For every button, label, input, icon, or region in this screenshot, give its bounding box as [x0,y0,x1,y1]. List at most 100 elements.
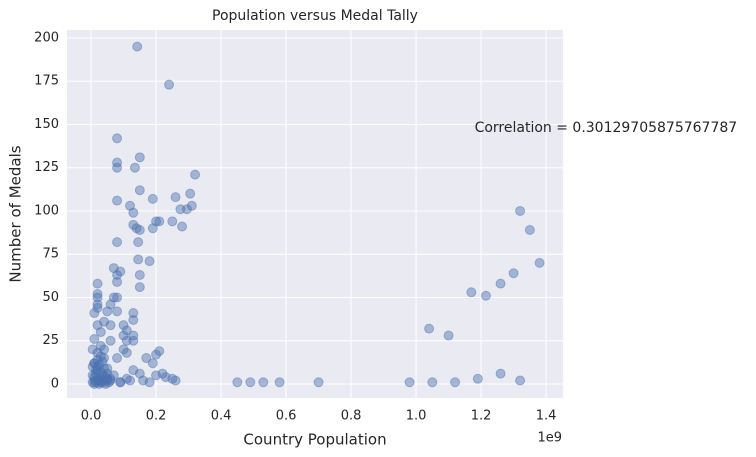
point [95,327,106,338]
x-axis-label: Country Population [243,431,386,449]
point [175,204,186,215]
point [515,375,526,386]
point [128,314,139,325]
point [508,268,519,279]
point [97,370,108,381]
point [87,370,98,381]
point [154,216,165,227]
point [131,223,142,234]
point [87,377,98,388]
point [90,368,101,379]
x-tick-label: 0.6 [276,409,297,424]
point [121,335,132,346]
point [90,365,101,376]
point [134,185,145,196]
point [147,223,158,234]
point [95,366,106,377]
point [534,257,545,268]
y-tick-label: 150 [34,117,59,132]
point [524,225,535,236]
y-tick-label: 25 [42,333,59,348]
x-tick-label: 1.2 [471,409,492,424]
y-tick-label: 200 [34,30,59,45]
point [108,263,119,274]
point [141,353,152,364]
point [258,377,269,388]
point [97,356,108,367]
point [112,353,123,364]
point [92,320,103,331]
point [132,41,143,52]
point [112,292,123,303]
point [128,219,139,230]
point [121,325,132,336]
point [118,330,129,341]
x-tick-label: 1.4 [536,409,557,424]
point [170,192,181,203]
point [186,200,197,211]
point [102,306,113,317]
point [94,378,105,389]
point [94,373,105,384]
point [92,302,103,313]
point [134,152,145,163]
point [313,377,324,388]
annotation: Correlation = 0.30129705875767787 [475,120,738,136]
point [92,354,103,365]
point [134,282,145,293]
point [147,358,158,369]
point [112,306,123,317]
point [151,370,162,381]
point [245,377,256,388]
point [95,377,106,388]
point [100,372,111,383]
point [99,363,110,374]
point [129,162,140,173]
y-tick-label: 0 [51,376,59,391]
point [118,320,129,331]
point [89,358,100,369]
point [134,269,145,280]
point [92,365,103,376]
point [89,372,100,383]
point [99,377,110,388]
point [112,157,123,168]
point [495,368,506,379]
point [144,256,155,267]
point [89,308,100,319]
point [157,368,168,379]
point [181,204,192,215]
point [92,347,103,358]
point [112,269,123,280]
point [112,162,123,173]
point [128,365,139,376]
point [495,278,506,289]
point [102,363,113,374]
point [89,358,100,369]
point [115,377,126,388]
point [134,225,145,236]
point [105,373,116,384]
point [167,216,178,227]
point [103,377,114,388]
point [147,193,158,204]
point [151,216,162,227]
point [105,299,116,310]
point [99,372,110,383]
y-axis-label: Number of Medals [7,145,25,282]
point [154,346,165,357]
point [115,266,126,277]
point [472,373,483,384]
point [95,377,106,388]
point [92,299,103,310]
point [128,335,139,346]
point [125,375,136,386]
point [95,351,106,362]
point [97,375,108,386]
point [94,359,105,370]
point [232,377,243,388]
point [92,373,103,384]
point [108,292,119,303]
